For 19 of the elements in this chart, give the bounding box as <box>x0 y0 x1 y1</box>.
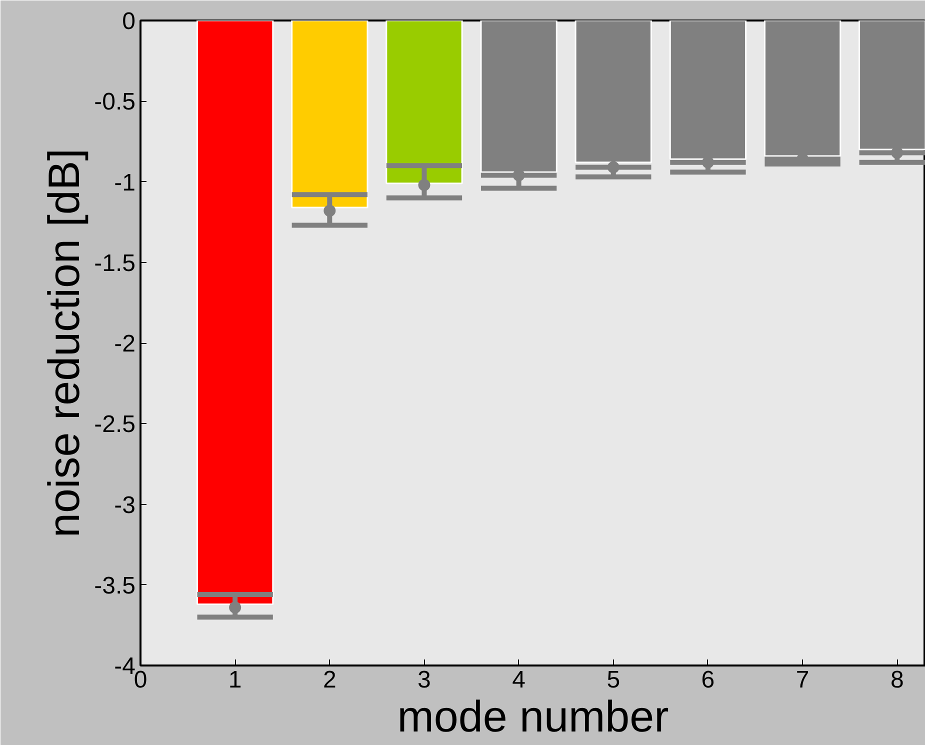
x-tick-label: 3 <box>418 666 431 694</box>
y-tick-label: -2.5 <box>94 411 136 438</box>
y-tick-label: -2 <box>114 330 136 358</box>
x-tick-label: 4 <box>512 666 526 694</box>
y-tick-label: -3.5 <box>94 572 136 600</box>
y-axis-title: noise reduction [dB] <box>40 148 90 538</box>
x-tick-label: 5 <box>606 666 620 694</box>
y-tick-label: -1 <box>114 169 136 196</box>
x-tick-label: 7 <box>796 666 810 694</box>
y-tick-label: -1.5 <box>94 250 136 277</box>
x-axis-title: mode number <box>397 692 669 742</box>
x-tick-label: 1 <box>228 666 242 694</box>
x-tick-label: 8 <box>890 666 904 694</box>
y-tick-label: -0.5 <box>94 88 136 116</box>
y-tick-label: 0 <box>122 8 136 35</box>
x-tick-label: 6 <box>701 666 715 694</box>
y-tick-label: -4 <box>114 653 136 680</box>
x-tick-label: 2 <box>322 666 336 694</box>
y-tick-label: -3 <box>114 492 136 519</box>
